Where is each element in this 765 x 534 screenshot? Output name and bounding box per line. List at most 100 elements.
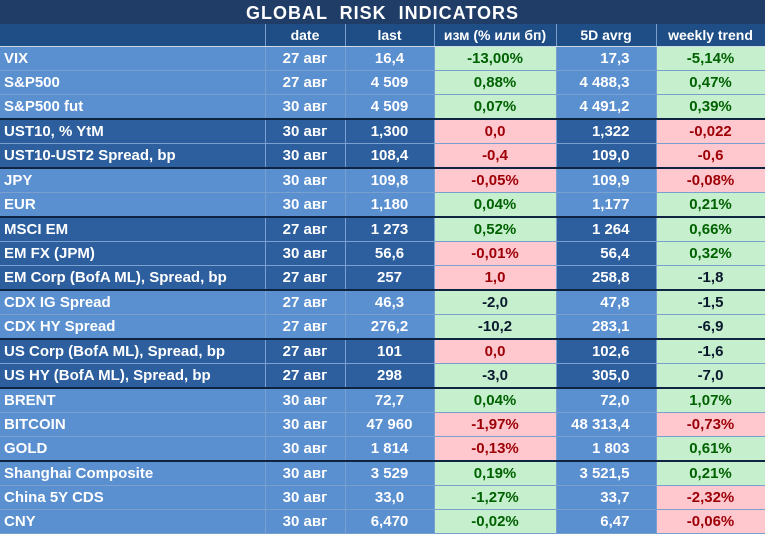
indicator-date: 27 авг — [265, 289, 346, 315]
indicator-5d-average: 109,0 — [556, 143, 657, 169]
indicator-5d-average: 33,7 — [556, 485, 657, 510]
table-row: Shanghai Composite 30 авг 3 529 0,19% 3 521,… — [0, 460, 765, 486]
indicator-name: JPY — [0, 167, 266, 193]
indicator-weekly-trend: -1,6 — [656, 338, 765, 364]
indicator-weekly-trend: -0,08% — [656, 167, 765, 193]
table-row: VIX 27 авг 16,4 -13,00% 17,3 -5,14% — [0, 46, 765, 71]
indicator-5d-average: 1,322 — [556, 118, 657, 144]
indicator-last: 47 960 — [345, 412, 435, 437]
indicator-change: -0,05% — [434, 167, 557, 193]
table-row: CNY 30 авг 6,470 -0,02% 6,47 -0,06% — [0, 509, 765, 534]
indicator-weekly-trend: 0,47% — [656, 70, 765, 95]
indicator-weekly-trend: -2,32% — [656, 485, 765, 510]
indicator-name: UST10-UST2 Spread, bp — [0, 143, 266, 169]
indicator-name: US HY (BofA ML), Spread, bp — [0, 363, 266, 389]
indicator-date: 30 авг — [265, 143, 346, 169]
indicator-5d-average: 4 491,2 — [556, 94, 657, 120]
indicator-name: UST10, % YtM — [0, 118, 266, 144]
indicator-date: 30 авг — [265, 460, 346, 486]
indicator-last: 33,0 — [345, 485, 435, 510]
indicator-name: China 5Y CDS — [0, 485, 266, 510]
indicator-weekly-trend: 0,21% — [656, 460, 765, 486]
header-weekly-trend: weekly trend — [656, 24, 765, 47]
indicator-weekly-trend: -0,73% — [656, 412, 765, 437]
indicator-name: EUR — [0, 192, 266, 218]
indicator-5d-average: 4 488,3 — [556, 70, 657, 95]
indicator-last: 108,4 — [345, 143, 435, 169]
indicator-name: MSCI EM — [0, 216, 266, 242]
indicator-change: 0,0 — [434, 338, 557, 364]
indicator-change: 0,04% — [434, 192, 557, 218]
table-row: UST10-UST2 Spread, bp 30 авг 108,4 -0,4 109,… — [0, 143, 765, 169]
indicator-5d-average: 1,177 — [556, 192, 657, 218]
indicator-change: -0,02% — [434, 509, 557, 534]
indicator-5d-average: 1 803 — [556, 436, 657, 462]
table-row: JPY 30 авг 109,8 -0,05% 109,9 -0,08% — [0, 167, 765, 193]
header-last: last — [345, 24, 435, 47]
indicator-change: 0,04% — [434, 387, 557, 413]
indicator-5d-average: 17,3 — [556, 46, 657, 71]
indicator-name: US Corp (BofA ML), Spread, bp — [0, 338, 266, 364]
table-row: UST10, % YtM 30 авг 1,300 0,0 1,322 -0,022 — [0, 118, 765, 144]
table-header-row: date last изм (% или бп) 5D avrg weekly … — [0, 24, 765, 47]
indicator-5d-average: 1 264 — [556, 216, 657, 242]
table-row: S&P500 fut 30 авг 4 509 0,07% 4 491,2 0,39% — [0, 94, 765, 120]
indicator-change: 0,07% — [434, 94, 557, 120]
indicator-last: 1,180 — [345, 192, 435, 218]
table-row: US Corp (BofA ML), Spread, bp 27 авг 101 0,… — [0, 338, 765, 364]
indicator-last: 101 — [345, 338, 435, 364]
table-row: GOLD 30 авг 1 814 -0,13% 1 803 0,61% — [0, 436, 765, 462]
indicator-last: 56,6 — [345, 241, 435, 266]
indicator-change: 0,52% — [434, 216, 557, 242]
indicator-date: 30 авг — [265, 509, 346, 534]
indicator-weekly-trend: 0,32% — [656, 241, 765, 266]
indicator-last: 72,7 — [345, 387, 435, 413]
indicator-date: 30 авг — [265, 167, 346, 193]
table-row: S&P500 27 авг 4 509 0,88% 4 488,3 0,47% — [0, 70, 765, 95]
indicator-date: 27 авг — [265, 70, 346, 95]
indicator-name: BITCOIN — [0, 412, 266, 437]
indicator-weekly-trend: -0,022 — [656, 118, 765, 144]
indicator-last: 16,4 — [345, 46, 435, 71]
header-date: date — [265, 24, 346, 47]
indicator-change: -13,00% — [434, 46, 557, 71]
indicator-change: -1,27% — [434, 485, 557, 510]
header-5d-average: 5D avrg — [556, 24, 657, 47]
indicator-last: 4 509 — [345, 70, 435, 95]
indicator-5d-average: 3 521,5 — [556, 460, 657, 486]
indicator-date: 30 авг — [265, 192, 346, 218]
indicator-date: 30 авг — [265, 436, 346, 462]
indicator-weekly-trend: 0,21% — [656, 192, 765, 218]
indicator-name: EM FX (JPM) — [0, 241, 266, 266]
indicator-5d-average: 102,6 — [556, 338, 657, 364]
indicator-date: 27 авг — [265, 363, 346, 389]
indicator-weekly-trend: -1,8 — [656, 265, 765, 291]
indicator-5d-average: 6,47 — [556, 509, 657, 534]
indicator-date: 30 авг — [265, 387, 346, 413]
indicator-name: Shanghai Composite — [0, 460, 266, 486]
indicator-last: 1,300 — [345, 118, 435, 144]
indicator-weekly-trend: 0,66% — [656, 216, 765, 242]
indicator-date: 27 авг — [265, 338, 346, 364]
risk-indicators-table: date last изм (% или бп) 5D avrg weekly … — [0, 24, 765, 534]
header-indicator — [0, 24, 266, 47]
indicator-change: 0,0 — [434, 118, 557, 144]
table-row: CDX HY Spread 27 авг 276,2 -10,2 283,1 -6,9 — [0, 314, 765, 340]
indicator-date: 30 авг — [265, 118, 346, 144]
indicator-change: 0,88% — [434, 70, 557, 95]
indicator-date: 30 авг — [265, 485, 346, 510]
indicator-weekly-trend: -7,0 — [656, 363, 765, 389]
indicator-date: 27 авг — [265, 46, 346, 71]
indicator-weekly-trend: -0,6 — [656, 143, 765, 169]
page-title: GLOBAL RISK INDICATORS — [0, 0, 765, 24]
indicator-date: 30 авг — [265, 412, 346, 437]
table-row: BITCOIN 30 авг 47 960 -1,97% 48 313,4 -0,73% — [0, 412, 765, 437]
indicator-weekly-trend: 1,07% — [656, 387, 765, 413]
indicator-weekly-trend: -1,5 — [656, 289, 765, 315]
indicator-last: 4 509 — [345, 94, 435, 120]
table-row: EM FX (JPM) 30 авг 56,6 -0,01% 56,4 0,32% — [0, 241, 765, 266]
indicator-weekly-trend: 0,39% — [656, 94, 765, 120]
indicator-date: 30 авг — [265, 241, 346, 266]
indicator-last: 109,8 — [345, 167, 435, 193]
indicator-date: 27 авг — [265, 314, 346, 340]
